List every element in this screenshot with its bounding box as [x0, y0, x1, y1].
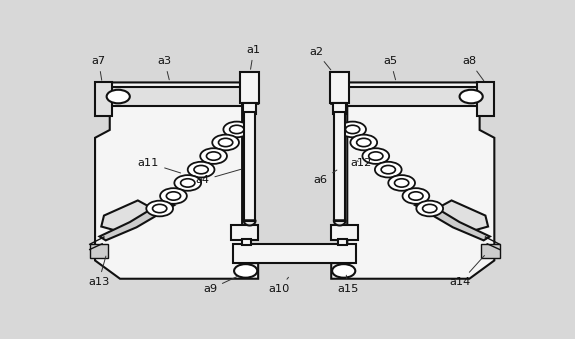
- Bar: [233, 244, 356, 263]
- Circle shape: [194, 165, 208, 174]
- Bar: [90, 244, 109, 258]
- Text: a9: a9: [203, 276, 238, 294]
- Circle shape: [152, 204, 167, 213]
- Circle shape: [212, 135, 239, 150]
- Circle shape: [206, 152, 221, 160]
- Text: a5: a5: [384, 56, 397, 80]
- Polygon shape: [420, 199, 488, 232]
- Bar: [111, 87, 242, 106]
- Circle shape: [388, 175, 415, 191]
- Circle shape: [223, 122, 250, 137]
- Circle shape: [423, 204, 437, 213]
- Circle shape: [339, 122, 366, 137]
- Circle shape: [166, 192, 181, 200]
- Circle shape: [181, 179, 195, 187]
- Bar: [334, 102, 346, 114]
- Circle shape: [409, 192, 423, 200]
- Circle shape: [146, 201, 173, 216]
- Circle shape: [350, 135, 377, 150]
- Circle shape: [218, 138, 233, 147]
- Bar: [334, 113, 346, 221]
- Circle shape: [356, 138, 371, 147]
- Bar: [477, 82, 494, 116]
- Bar: [481, 244, 500, 258]
- Circle shape: [160, 188, 187, 204]
- Bar: [242, 239, 251, 245]
- Text: a6: a6: [313, 170, 337, 185]
- Text: a2: a2: [309, 47, 331, 70]
- Text: a13: a13: [88, 256, 109, 287]
- Circle shape: [416, 201, 443, 216]
- Bar: [95, 82, 112, 116]
- Polygon shape: [415, 200, 490, 240]
- Bar: [347, 87, 478, 106]
- Circle shape: [234, 264, 257, 278]
- Text: a11: a11: [138, 158, 181, 173]
- Circle shape: [369, 152, 383, 160]
- Circle shape: [375, 162, 401, 177]
- Text: a1: a1: [247, 45, 260, 69]
- Circle shape: [174, 175, 201, 191]
- Circle shape: [459, 90, 483, 103]
- Circle shape: [362, 148, 389, 164]
- Text: a10: a10: [269, 277, 290, 294]
- Text: a3: a3: [158, 56, 171, 80]
- Circle shape: [229, 125, 244, 134]
- Polygon shape: [99, 200, 174, 240]
- Text: a4: a4: [196, 170, 241, 185]
- Polygon shape: [95, 82, 258, 279]
- Circle shape: [200, 148, 227, 164]
- Text: a7: a7: [91, 56, 106, 80]
- Polygon shape: [244, 221, 255, 225]
- Text: a14: a14: [450, 256, 485, 287]
- Bar: [330, 72, 349, 103]
- Polygon shape: [334, 221, 346, 225]
- Circle shape: [346, 125, 360, 134]
- Text: a15: a15: [338, 275, 359, 294]
- Circle shape: [402, 188, 430, 204]
- Text: a8: a8: [462, 56, 484, 81]
- Bar: [231, 225, 258, 240]
- Circle shape: [394, 179, 409, 187]
- Circle shape: [187, 162, 214, 177]
- Polygon shape: [101, 199, 170, 232]
- Bar: [243, 102, 256, 114]
- Circle shape: [332, 264, 355, 278]
- Text: a12: a12: [350, 158, 371, 168]
- Circle shape: [381, 165, 396, 174]
- Bar: [338, 239, 347, 245]
- Bar: [240, 72, 259, 103]
- Bar: [331, 225, 358, 240]
- Circle shape: [106, 90, 130, 103]
- Polygon shape: [331, 82, 494, 279]
- Bar: [244, 113, 255, 221]
